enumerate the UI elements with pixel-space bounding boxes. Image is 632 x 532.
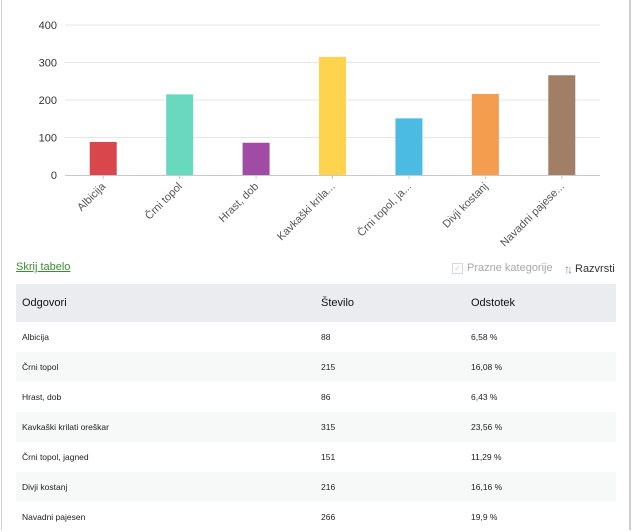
cell-percent: 19,9 % <box>471 512 498 522</box>
cell-percent: 6,58 % <box>471 332 498 342</box>
hide-table-link[interactable]: Skrij tabelo <box>16 261 71 273</box>
panel-border-right <box>629 0 631 530</box>
cell-answer: Črni topol, jagned <box>22 452 89 462</box>
bar-chart: 0 100 200 300 400 Albicija Črni topol Hrast, d… <box>39 20 600 249</box>
sort-label: Razvrsti <box>575 263 615 275</box>
empty-categories-label: Prazne kategorije <box>467 262 553 274</box>
cell-answer: Kavkaški krilati oreškar <box>22 422 109 432</box>
bar[interactable] <box>89 142 117 175</box>
column-header-answers[interactable]: Odgovori <box>22 297 67 309</box>
sort-arrows-icon: ↑↓ <box>564 262 573 276</box>
table-row: Črni topol 215 16,08 % <box>16 352 616 382</box>
cell-count: 315 <box>321 422 336 432</box>
x-axis <box>65 175 600 179</box>
cell-percent: 23,56 % <box>471 422 503 432</box>
cell-percent: 16,08 % <box>471 362 503 372</box>
x-tick-label: Navadni pajese... <box>498 181 567 250</box>
column-header-percent[interactable]: Odstotek <box>471 297 516 309</box>
bar[interactable] <box>471 94 499 175</box>
sort-button[interactable]: ↑↓ Razvrsti <box>564 262 615 276</box>
cell-answer: Albicija <box>22 332 49 342</box>
bar[interactable] <box>319 56 346 175</box>
cell-count: 88 <box>321 332 331 342</box>
bar[interactable] <box>395 118 423 175</box>
table-body: Albicija 88 6,58 % Črni topol 215 16,08 % Hras… <box>16 322 616 532</box>
x-tick-label: Hrast, dob <box>217 181 261 225</box>
table-row: Kavkaški krilati oreškar 315 23,56 % <box>16 412 616 442</box>
cell-answer: Hrast, dob <box>22 392 62 402</box>
table-row: Albicija 88 6,58 % <box>16 322 616 352</box>
empty-categories-checkbox[interactable]: ✓ <box>452 262 463 274</box>
cell-percent: 16,16 % <box>471 482 503 492</box>
bar[interactable] <box>548 75 576 175</box>
x-tick-label: Kavkaški krila... <box>275 181 338 244</box>
y-tick-label: 100 <box>39 133 57 145</box>
cell-answer: Divji kostanj <box>22 482 68 492</box>
table-row: Navadni pajesen 266 19,9 % <box>16 502 616 532</box>
table-row: Hrast, dob 86 6,43 % <box>16 382 616 412</box>
column-header-count[interactable]: Število <box>321 297 355 309</box>
panel-border-left <box>1 0 2 530</box>
y-axis-ticks: 0 100 200 300 400 <box>39 20 57 182</box>
y-tick-label: 300 <box>39 58 57 70</box>
results-table: Odgovori Število Odstotek Albicija 88 6,58… <box>16 284 616 532</box>
table-row: Črni topol, jagned 151 11,29 % <box>16 442 616 472</box>
x-tick-label: Črni topol <box>142 180 184 222</box>
cell-percent: 11,29 % <box>471 452 502 462</box>
bars <box>89 56 576 175</box>
x-tick-label: Albicija <box>75 180 109 214</box>
cell-count: 215 <box>321 362 336 372</box>
cell-count: 86 <box>321 392 331 402</box>
y-tick-label: 200 <box>39 95 57 107</box>
cell-answer: Črni topol <box>22 362 59 372</box>
cell-count: 151 <box>321 452 336 462</box>
x-tick-label: Črni topol, ja... <box>355 180 414 239</box>
x-axis-labels: Albicija Črni topol Hrast, dob Kavkaški kri… <box>75 180 567 249</box>
cell-count: 266 <box>321 512 336 522</box>
bar[interactable] <box>166 94 194 175</box>
cell-percent: 6,43 % <box>471 392 498 402</box>
table-header-row: Odgovori Število Odstotek <box>16 284 616 322</box>
table-row: Divji kostanj 216 16,16 % <box>16 472 616 502</box>
empty-categories-toggle[interactable]: ✓ Prazne kategorije <box>452 262 553 274</box>
bar[interactable] <box>242 142 270 175</box>
cell-count: 216 <box>321 482 336 492</box>
y-tick-label: 400 <box>39 20 57 32</box>
table-toolbar: Skrij tabelo ✓ Prazne kategorije ↑↓ Razv… <box>16 261 616 279</box>
x-tick-label: Divji kostanj <box>440 181 490 231</box>
y-tick-label: 0 <box>51 170 57 182</box>
cell-answer: Navadni pajesen <box>22 512 86 522</box>
